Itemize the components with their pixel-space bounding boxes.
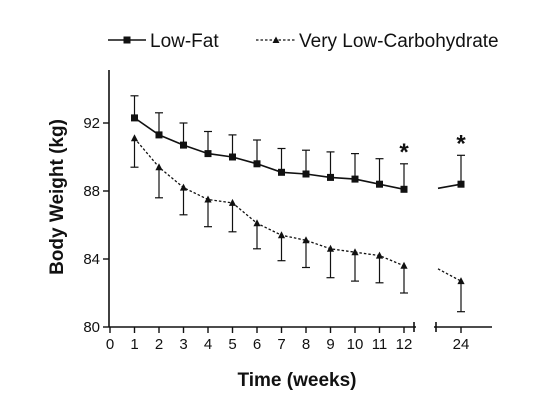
- x-tick-label: 10: [347, 336, 364, 353]
- series-line-low-carb: [134, 137, 405, 267]
- x-tick-label: 24: [453, 336, 470, 353]
- legend-low-carb-label: Very Low-Carbohydrate: [299, 31, 499, 52]
- data-point-triangle: [277, 231, 286, 239]
- data-point-triangle: [228, 198, 237, 206]
- data-point-triangle: [302, 236, 310, 244]
- data-point-square: [204, 150, 212, 158]
- significance-asterisk: *: [399, 139, 409, 166]
- data-point-square: [327, 173, 334, 181]
- series-line-24-low-carb: [437, 268, 462, 282]
- x-tick-label: 6: [253, 336, 261, 353]
- series-lines: [134, 117, 462, 282]
- x-tick-label: 9: [326, 336, 334, 353]
- legend: Low-Fat Very Low-Carbohydrate: [108, 31, 499, 52]
- data-point-triangle: [253, 219, 261, 227]
- significance-asterisk: *: [456, 130, 466, 157]
- data-point-triangle: [155, 163, 163, 171]
- x-tick-label: 1: [130, 336, 138, 353]
- data-point-square: [351, 175, 359, 183]
- y-tick-label: 88: [83, 183, 100, 200]
- y-tick-label: 84: [83, 251, 100, 268]
- y-tick-label: 92: [83, 115, 100, 132]
- data-point-square: [180, 141, 187, 149]
- data-point-triangle: [375, 251, 384, 259]
- data-point-square: [376, 180, 383, 188]
- data-point-triangle: [326, 244, 335, 252]
- x-axis-title: Time (weeks): [238, 370, 357, 391]
- data-point-square: [229, 153, 236, 161]
- x-tick-label: 3: [179, 336, 187, 353]
- data-point-triangle: [130, 134, 139, 142]
- y-tick-label: 80: [83, 319, 100, 336]
- data-point-square: [302, 170, 310, 178]
- x-tick-label: 8: [302, 336, 310, 353]
- data-point-square: [155, 131, 163, 139]
- data-point-square: [131, 114, 138, 122]
- y-axis-title: Body Weight (kg): [47, 119, 68, 275]
- series-line-low-fat: [134, 117, 405, 191]
- x-tick-label: 11: [372, 336, 388, 353]
- x-tick-label: 5: [228, 336, 236, 353]
- error-bars: [130, 95, 465, 313]
- data-point-triangle: [179, 183, 188, 191]
- data-point-square: [457, 180, 465, 188]
- x-tick-label: 0: [106, 336, 114, 353]
- data-point-triangle: [457, 277, 465, 285]
- legend-low-fat-label: Low-Fat: [150, 31, 219, 52]
- data-point-square: [253, 160, 261, 168]
- legend-low-fat-marker: [123, 36, 131, 44]
- x-tick-label: 4: [204, 336, 212, 353]
- legend-low-carb-marker: [272, 36, 280, 43]
- data-point-triangle: [204, 195, 212, 203]
- series-markers: [130, 114, 465, 285]
- x-tick-label: 2: [155, 336, 163, 353]
- data-point-triangle: [400, 261, 408, 269]
- data-point-square: [400, 185, 408, 193]
- data-point-triangle: [351, 248, 359, 256]
- x-tick-label: 7: [277, 336, 285, 353]
- series-line-24-low-fat: [437, 183, 462, 190]
- x-tick-label: 12: [396, 336, 413, 353]
- annotations: * *: [399, 130, 466, 166]
- data-point-square: [278, 168, 285, 176]
